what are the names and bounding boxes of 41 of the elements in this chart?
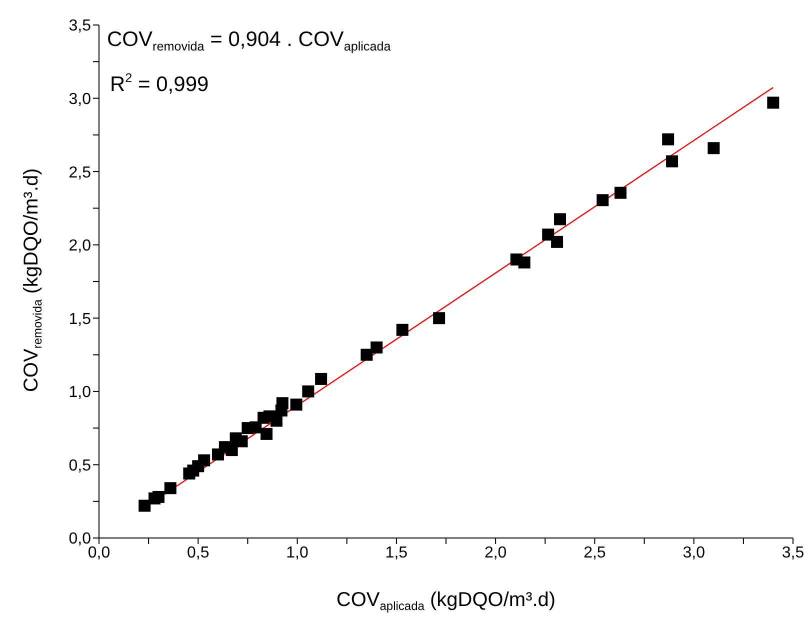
x-tick-label: 0,5 — [187, 544, 210, 562]
point — [315, 372, 328, 385]
annotation: COV$_{removida}$ = 0,904 . COV$_{aplicada}$ — [107, 27, 391, 55]
point — [614, 186, 626, 199]
y-tick-label: 1,0 — [68, 384, 92, 402]
point — [260, 428, 273, 440]
point — [662, 133, 674, 146]
point — [396, 324, 408, 336]
y-tick-label: 3,5 — [68, 18, 92, 35]
y-tick-label: 2,5 — [68, 164, 92, 182]
point — [360, 348, 373, 361]
point — [164, 482, 176, 494]
point — [236, 435, 248, 448]
point — [666, 155, 678, 168]
point — [767, 96, 780, 109]
point — [152, 490, 164, 503]
point — [433, 312, 446, 324]
x-axis-title: COV$_{aplicada}$ (kgDQO/m³.d) — [335, 589, 557, 614]
point — [518, 256, 530, 268]
point — [542, 228, 554, 241]
x-tick-label: 3,5 — [782, 544, 804, 562]
x-tick-label: 3,0 — [682, 544, 706, 562]
annotation: R$^{2}$ = 0,999 — [110, 71, 209, 97]
x-tick-label: 1,0 — [286, 544, 309, 562]
point — [551, 236, 564, 248]
x-tick-label: 1,5 — [385, 544, 408, 562]
y-tick-label: 0,5 — [68, 457, 92, 474]
y-tick-label: 1,5 — [68, 310, 92, 328]
point — [290, 398, 302, 411]
x-tick-label: 2,0 — [484, 544, 507, 562]
point — [370, 341, 383, 354]
point — [226, 444, 238, 456]
point — [198, 454, 210, 466]
y-tick-label: 3,0 — [68, 90, 92, 108]
x-tick-label: 2,5 — [584, 544, 606, 562]
point — [708, 142, 720, 154]
point — [596, 194, 609, 206]
point — [138, 500, 151, 512]
y-tick-label: 2,0 — [68, 238, 92, 255]
point — [554, 213, 566, 226]
point — [302, 385, 314, 398]
